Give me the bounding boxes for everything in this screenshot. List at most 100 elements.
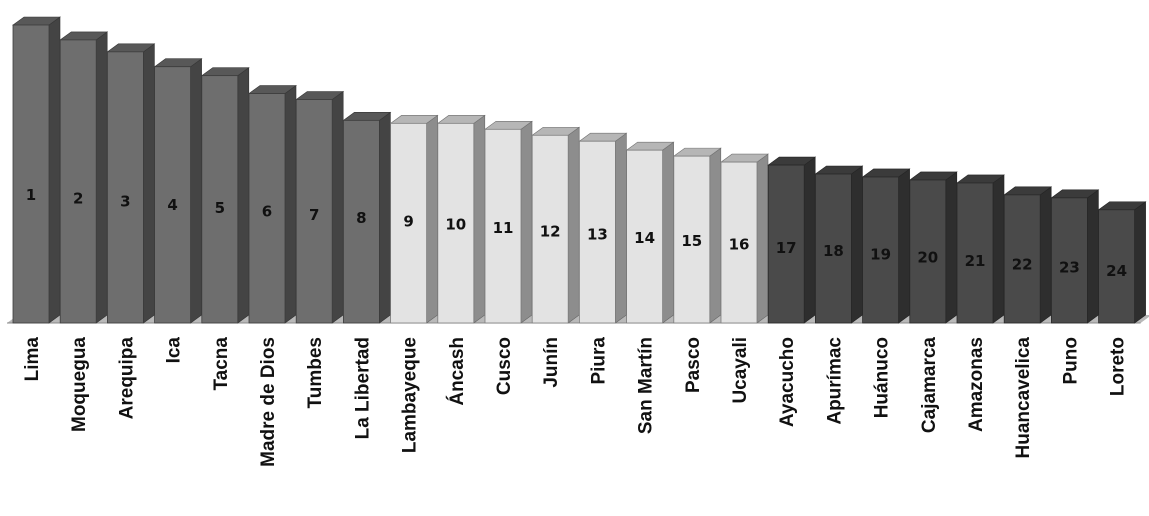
category-label: Ayacucho [777, 337, 798, 427]
rank-label: 4 [167, 196, 177, 214]
bar-front-face [956, 182, 994, 324]
rank-label: 10 [445, 216, 466, 234]
bar-side-face [662, 141, 674, 324]
bar-front-face [295, 99, 333, 324]
bar-side-face [237, 67, 250, 324]
category-label: Huánuco [872, 337, 893, 418]
bar-side-face [756, 153, 769, 324]
bar-21 [956, 174, 1005, 324]
rank-label: 12 [540, 222, 561, 240]
bar-20 [908, 171, 958, 324]
bar-side-face [190, 58, 202, 324]
bar-side-face [284, 84, 297, 324]
bar-side-face [426, 114, 438, 324]
bar-front-face [720, 161, 758, 324]
bar-side-face [379, 111, 391, 324]
category-label: Tacna [211, 337, 232, 391]
bar-9 [389, 114, 439, 324]
rank-label: 1 [26, 186, 36, 204]
bar-side-face [48, 16, 61, 324]
category-label: Piura [588, 337, 609, 385]
bar-side-face [95, 31, 108, 324]
bar-7 [295, 90, 345, 324]
rank-label: 13 [587, 226, 608, 244]
bar-18 [814, 165, 864, 324]
bar-2 [59, 31, 109, 324]
rank-label: 14 [634, 229, 655, 247]
bar-front-face [909, 179, 947, 324]
bar-front-face [1098, 209, 1135, 324]
bar-side-face [143, 43, 155, 324]
bar-side-face [473, 114, 486, 324]
bar-3 [106, 43, 156, 324]
bar-19 [861, 168, 911, 324]
bar-side-face [898, 168, 910, 324]
category-label: Lima [22, 337, 43, 382]
bar-front-face [154, 66, 192, 324]
bar-12 [531, 126, 581, 324]
bar-side-face [851, 165, 863, 324]
rank-label: 3 [120, 193, 130, 211]
rank-label: 20 [917, 249, 938, 267]
rank-label: 16 [729, 236, 750, 254]
bar-side-face [945, 171, 958, 324]
category-label: Arequipa [116, 337, 137, 420]
bar-front-face [626, 149, 663, 324]
category-label: Tumbes [305, 337, 326, 408]
category-label: Huancavelica [1013, 337, 1034, 459]
bar-front-face [248, 93, 286, 324]
category-labels-group: Lima Moquegua Arequipa Ica Tacna Madre de Dio… [22, 337, 1129, 467]
bar-6 [248, 84, 297, 324]
bar-side-face [803, 156, 816, 324]
bar-side-face [1134, 201, 1146, 324]
rank-label: 5 [215, 199, 225, 217]
bar-side-face [331, 90, 344, 324]
rank-label: 23 [1059, 259, 1080, 277]
bar-side-face [520, 120, 533, 324]
rank-label: 2 [73, 189, 83, 207]
category-label: Ucayali [730, 337, 751, 404]
category-label: Loreto [1108, 337, 1129, 396]
rank-label: 6 [262, 203, 272, 221]
bar-front-face [815, 173, 852, 324]
rank-label: 19 [870, 245, 891, 263]
bar-16 [720, 153, 769, 324]
rank-label: 22 [1012, 255, 1033, 273]
category-label: Lambayeque [400, 337, 421, 453]
bar-8 [342, 111, 392, 324]
bar-front-face [862, 176, 899, 324]
rank-label: 18 [823, 242, 844, 260]
bar-front-face [673, 155, 711, 324]
bar-17 [767, 156, 817, 324]
bar-front-face [59, 39, 97, 324]
category-label: Cusco [494, 337, 515, 395]
rank-labels-group: 1 2 3 4 5 6 7 8 9 10 11 12 13 14 15 16 17 18 19 20 21 22 23 24 [26, 186, 1127, 280]
bar-side-face [992, 174, 1005, 324]
category-label: Ica [164, 337, 185, 364]
bar-1 [12, 16, 61, 324]
rank-label: 7 [309, 206, 319, 224]
bar-4 [153, 58, 203, 324]
category-label: Cajamarca [919, 337, 940, 434]
category-label: Junín [541, 337, 562, 388]
bar-24 [1097, 201, 1147, 324]
bar-22 [1003, 186, 1053, 324]
category-label: Moquegua [69, 337, 90, 432]
bar-front-face [531, 134, 569, 324]
category-label: Apurímac [824, 337, 845, 425]
rank-label: 9 [403, 212, 413, 230]
category-label: Madre de Dios [258, 337, 279, 467]
bar-front-face [107, 51, 144, 324]
rank-label: 11 [493, 219, 514, 237]
bar-14 [625, 141, 675, 324]
rank-label: 8 [356, 209, 366, 227]
rank-label: 15 [681, 232, 702, 250]
category-label: Áncash [446, 337, 468, 406]
bar-15 [672, 147, 722, 324]
rank-label: 21 [965, 252, 986, 270]
bars-group [12, 16, 1147, 324]
bar-front-face [437, 122, 475, 324]
bar-side-face [709, 147, 722, 324]
category-label: San Martín [636, 337, 657, 434]
category-label: Puno [1060, 337, 1081, 385]
